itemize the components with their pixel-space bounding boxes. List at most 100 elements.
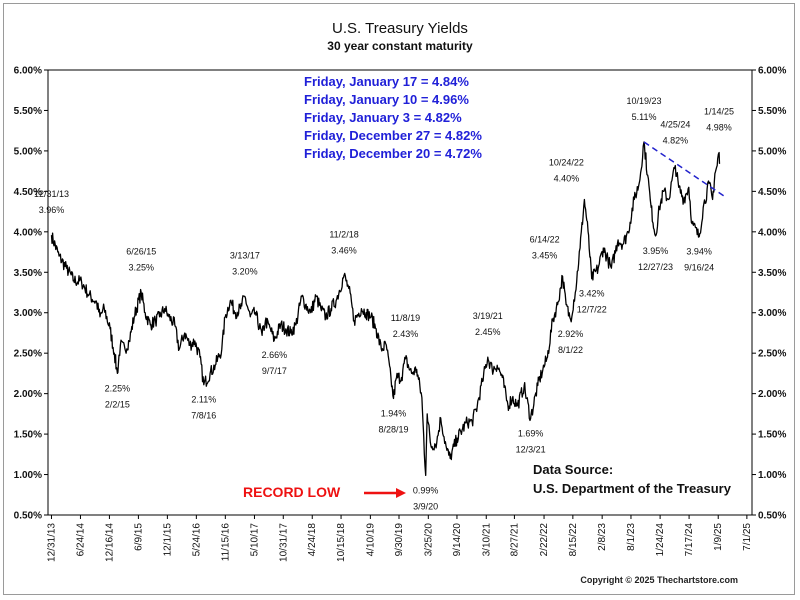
annotation-date: 12/27/23 xyxy=(638,262,673,272)
annotation-value: 0.99% xyxy=(413,485,439,495)
x-tick-label: 2/22/22 xyxy=(539,523,550,557)
x-tick-label: 7/17/24 xyxy=(684,523,695,557)
y-tick-label-left: 3.50% xyxy=(14,268,42,279)
annotation-value: 4.82% xyxy=(663,135,689,145)
annotation-date: 6/14/22 xyxy=(530,234,560,244)
recent-yield-note: Friday, January 10 = 4.96% xyxy=(304,92,469,107)
y-tick-label-left: 0.50% xyxy=(14,511,42,522)
x-tick-label: 6/24/14 xyxy=(75,523,86,557)
x-tick-label: 4/10/19 xyxy=(365,523,376,557)
y-tick-label-right: 4.50% xyxy=(758,187,786,198)
annotation-value: 3.25% xyxy=(128,263,154,273)
x-tick-label: 8/27/21 xyxy=(509,523,520,557)
y-tick-label-right: 1.00% xyxy=(758,470,786,481)
x-tick-label: 3/25/20 xyxy=(423,523,434,557)
recent-yield-note: Friday, January 17 = 4.84% xyxy=(304,74,469,89)
annotation-value: 3.42% xyxy=(579,289,605,299)
annotation-date: 8/1/22 xyxy=(558,345,583,355)
annotation-value: 2.25% xyxy=(105,383,131,393)
annotation-date: 11/8/19 xyxy=(391,313,420,323)
x-tick-label: 1/9/25 xyxy=(713,523,724,551)
y-tick-label-left: 5.00% xyxy=(14,146,42,157)
copyright-notice: Copyright © 2025 Thechartstore.com xyxy=(580,575,738,585)
y-tick-label-right: 3.50% xyxy=(758,268,786,279)
annotation-value: 2.45% xyxy=(475,327,501,337)
annotation-date: 9/7/17 xyxy=(262,366,287,376)
chart-subtitle: 30 year constant maturity xyxy=(327,39,473,53)
x-tick-label: 3/10/21 xyxy=(481,523,492,557)
y-tick-label-right: 1.50% xyxy=(758,430,786,441)
y-tick-label-left: 6.00% xyxy=(14,66,42,77)
annotation-date: 11/2/18 xyxy=(329,230,358,240)
y-tick-label-left: 3.00% xyxy=(14,308,42,319)
annotation-value: 4.40% xyxy=(554,173,580,183)
x-tick-label: 11/15/16 xyxy=(220,523,231,562)
x-tick-label: 8/15/22 xyxy=(568,523,579,557)
y-tick-label-right: 4.00% xyxy=(758,227,786,238)
y-tick-label-right: 2.50% xyxy=(758,349,786,360)
annotation-date: 9/16/24 xyxy=(684,263,714,273)
annotation-value: 3.45% xyxy=(532,250,558,260)
annotation-date: 12/31/13 xyxy=(34,189,69,199)
annotation-date: 7/8/16 xyxy=(191,411,216,421)
y-tick-label-left: 4.00% xyxy=(14,227,42,238)
annotation-date: 6/26/15 xyxy=(126,247,156,257)
trend-line xyxy=(643,141,728,199)
y-tick-label-left: 5.50% xyxy=(14,106,42,117)
x-tick-label: 10/31/17 xyxy=(278,523,289,562)
recent-yields-list: Friday, January 17 = 4.84% Friday, Janua… xyxy=(304,73,482,163)
y-tick-label-left: 4.50% xyxy=(14,187,42,198)
x-tick-label: 8/1/23 xyxy=(626,523,637,551)
chart-title: U.S. Treasury Yields xyxy=(332,20,468,37)
x-tick-label: 10/15/18 xyxy=(336,523,347,562)
x-tick-label: 7/1/25 xyxy=(742,523,753,551)
y-tick-label-left: 2.00% xyxy=(14,389,42,400)
record-low-arrow-head xyxy=(396,488,406,498)
y-tick-label-right: 0.50% xyxy=(758,511,786,522)
y-tick-label-left: 1.50% xyxy=(14,430,42,441)
y-tick-label-left: 2.50% xyxy=(14,349,42,360)
annotation-value: 3.95% xyxy=(643,246,669,256)
annotation-date: 3/19/21 xyxy=(473,311,503,321)
x-tick-label: 9/30/19 xyxy=(394,523,405,557)
annotation-value: 2.11% xyxy=(191,395,216,405)
y-tick-label-right: 5.00% xyxy=(758,146,786,157)
x-tick-label: 9/14/20 xyxy=(452,523,463,557)
annotation-value: 3.96% xyxy=(39,205,65,215)
annotation-date: 3/13/17 xyxy=(230,251,260,261)
recent-yield-note: Friday, January 3 = 4.82% xyxy=(304,110,462,125)
data-source-name: U.S. Department of the Treasury xyxy=(533,481,731,496)
y-tick-label-right: 6.00% xyxy=(758,66,786,77)
y-tick-label-right: 2.00% xyxy=(758,389,786,400)
annotation-value: 2.43% xyxy=(393,329,419,339)
x-tick-label: 5/10/17 xyxy=(249,523,260,557)
x-tick-label: 4/24/18 xyxy=(307,523,318,557)
x-tick-label: 12/1/15 xyxy=(162,523,173,557)
x-tick-label: 1/24/24 xyxy=(655,523,666,557)
annotation-date: 3/9/20 xyxy=(413,501,438,511)
record-low-label: RECORD LOW xyxy=(243,484,341,500)
annotation-value: 5.11% xyxy=(632,112,657,122)
annotation-date: 12/7/22 xyxy=(577,305,607,315)
data-source: Data Source: U.S. Department of the Trea… xyxy=(533,460,731,498)
annotation-value: 1.94% xyxy=(381,408,407,418)
annotation-date: 10/19/23 xyxy=(627,96,662,106)
annotation-date: 2/2/15 xyxy=(105,399,130,409)
annotation-value: 1.69% xyxy=(518,429,544,439)
x-tick-label: 5/24/16 xyxy=(191,523,202,557)
recent-yield-note: Friday, December 27 = 4.82% xyxy=(304,128,482,143)
annotation-value: 3.46% xyxy=(331,246,357,256)
annotation-value: 2.92% xyxy=(558,329,584,339)
data-source-label: Data Source: xyxy=(533,462,614,477)
y-tick-label-left: 1.00% xyxy=(14,470,42,481)
x-tick-label: 12/16/14 xyxy=(104,523,115,562)
y-tick-label-right: 5.50% xyxy=(758,106,786,117)
annotation-value: 2.66% xyxy=(262,350,288,360)
plot-area xyxy=(47,69,753,516)
y-tick-label-right: 3.00% xyxy=(758,308,786,319)
annotation-value: 3.20% xyxy=(232,267,258,277)
x-tick-label: 12/31/13 xyxy=(46,523,57,562)
yield-line xyxy=(50,141,721,477)
x-tick-label: 6/9/15 xyxy=(133,523,144,551)
